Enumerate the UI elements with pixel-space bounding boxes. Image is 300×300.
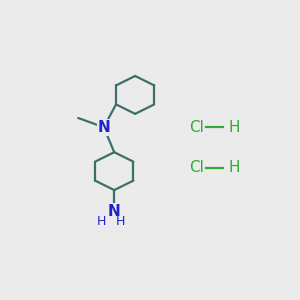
Text: Cl: Cl <box>189 120 203 135</box>
Text: H: H <box>116 215 125 228</box>
Text: Cl: Cl <box>189 160 203 175</box>
Text: N: N <box>98 120 110 135</box>
Text: N: N <box>108 204 121 219</box>
Text: H: H <box>97 215 106 228</box>
Text: H: H <box>228 160 240 175</box>
Text: H: H <box>228 120 240 135</box>
